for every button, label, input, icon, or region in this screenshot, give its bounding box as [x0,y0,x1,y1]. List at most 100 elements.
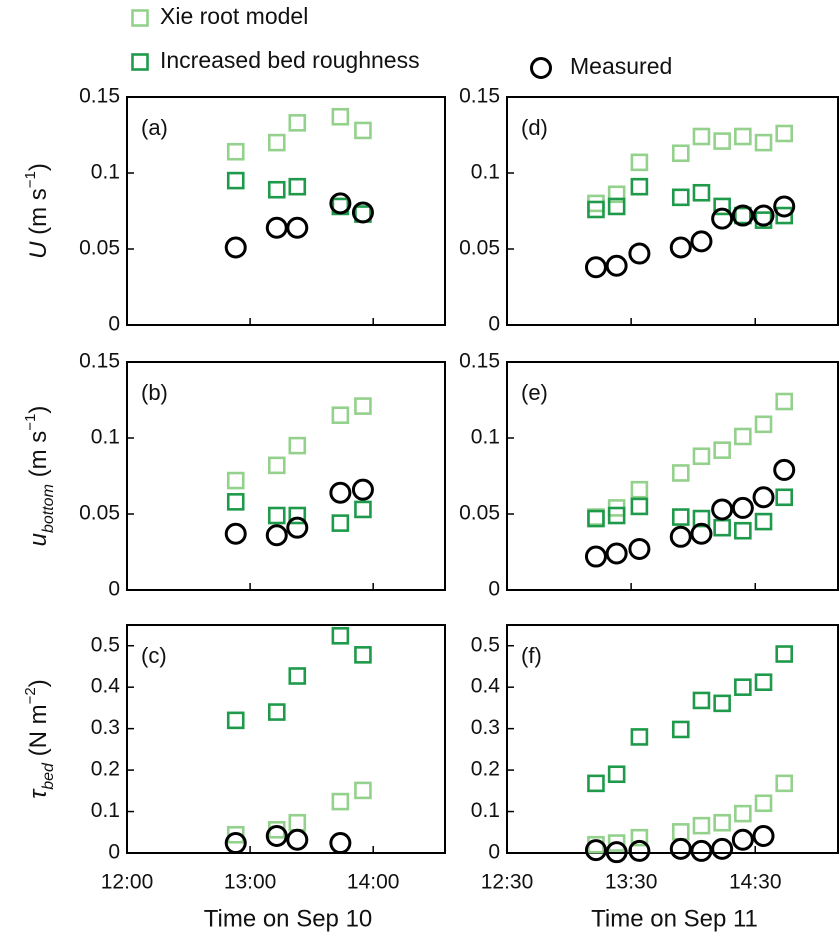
y-tick-label: 0.05 [459,237,500,260]
marker-circle [731,496,754,519]
marker-square [754,512,773,531]
marker-circle [711,498,734,521]
marker-square [607,765,626,784]
marker-square [671,508,690,526]
x-tick-label: 12:30 [481,871,534,894]
marker-square [692,816,711,835]
x-axis-label: Time on Sep 10 [204,905,373,932]
y-tick-label: 0.1 [91,426,120,449]
plot-frame [126,624,446,854]
legend-label: Xie root model [160,3,308,29]
marker-circle [669,525,692,548]
marker-square [267,133,286,152]
y-axis-label-part: (m s [25,188,52,241]
marker-square [775,488,794,507]
marker-square [267,456,286,475]
y-tick-label: 0.1 [471,799,500,822]
y-tick-label: 0.5 [91,633,120,656]
marker-circle [224,832,247,855]
marker-square [754,794,773,813]
plot-frame [506,361,839,591]
legend-marker [131,53,149,71]
x-tick-label: 13:30 [605,871,658,894]
marker-square [775,774,794,793]
y-axis-label-part: (m s [25,431,52,484]
y-tick-label: 0.2 [471,758,500,781]
marker-circle [584,839,607,862]
y-tick-label: 0 [108,841,120,864]
marker-circle [752,204,775,227]
marker-circle [773,458,796,481]
marker-square [354,397,372,415]
y-axis-label-part: ) [25,406,52,414]
marker-square [354,121,372,140]
marker-square [607,506,626,525]
marker-square [775,206,794,225]
marker-square [692,127,711,146]
marker-square [630,728,649,746]
y-tick-label: 0.15 [79,350,120,373]
y-tick-label: 0 [108,578,120,601]
marker-square [267,180,286,199]
marker-circle [669,837,692,860]
y-tick-label: 0.5 [471,633,500,656]
marker-square [331,792,350,811]
marker-square [226,493,245,511]
marker-circle [752,486,775,509]
y-axis-label-part: bed [40,762,57,790]
marker-square [692,183,711,202]
marker-square [734,427,752,446]
marker-square [354,646,372,664]
marker-square [288,506,307,525]
y-tick-label: 0.4 [471,675,501,698]
marker-square [630,153,649,172]
marker-circle [690,230,713,253]
marker-square [331,406,350,425]
y-tick-label: 0.1 [471,161,500,184]
x-tick-label: 14:30 [729,871,782,894]
marker-square [775,392,794,411]
panel-label: (f) [521,643,542,668]
marker-square [267,703,286,721]
y-tick-label: 0.3 [471,716,500,739]
marker-square [288,436,307,455]
marker-circle [351,201,374,224]
y-tick-label: 0.1 [91,799,120,822]
marker-square [354,781,372,800]
marker-circle [605,254,628,277]
marker-square [630,497,649,516]
marker-square [226,471,245,490]
marker-square [734,206,752,225]
y-tick-label: 0.1 [471,426,500,449]
y-tick-label: 0.15 [79,85,120,108]
marker-square [713,813,731,832]
y-axis-label-part: −2 [22,687,39,704]
marker-circle [584,256,607,279]
marker-circle [584,545,607,568]
y-tick-label: 0.15 [459,85,500,108]
marker-circle [711,837,734,860]
marker-circle [224,236,247,259]
plot-frame [126,96,446,326]
marker-square [630,480,649,499]
marker-square [734,127,752,146]
y-axis-label-part: U [25,241,52,259]
marker-square [288,114,307,132]
panel-label: (c) [141,643,167,668]
marker-square [671,823,690,841]
marker-circle [265,524,288,547]
y-axis-label: ubottom (m s−1) [22,406,56,547]
panel-label: (a) [141,115,168,140]
plot-frame [126,361,446,591]
marker-square [713,197,731,216]
marker-square [692,509,711,528]
marker-square [754,673,773,692]
marker-circle [690,839,713,862]
y-axis-label-part: τ [25,788,52,799]
marker-square [331,626,350,645]
y-tick-label: 0.2 [91,758,120,781]
marker-circle [628,839,651,862]
x-tick-label: 14:00 [347,871,400,894]
marker-square [267,506,286,525]
